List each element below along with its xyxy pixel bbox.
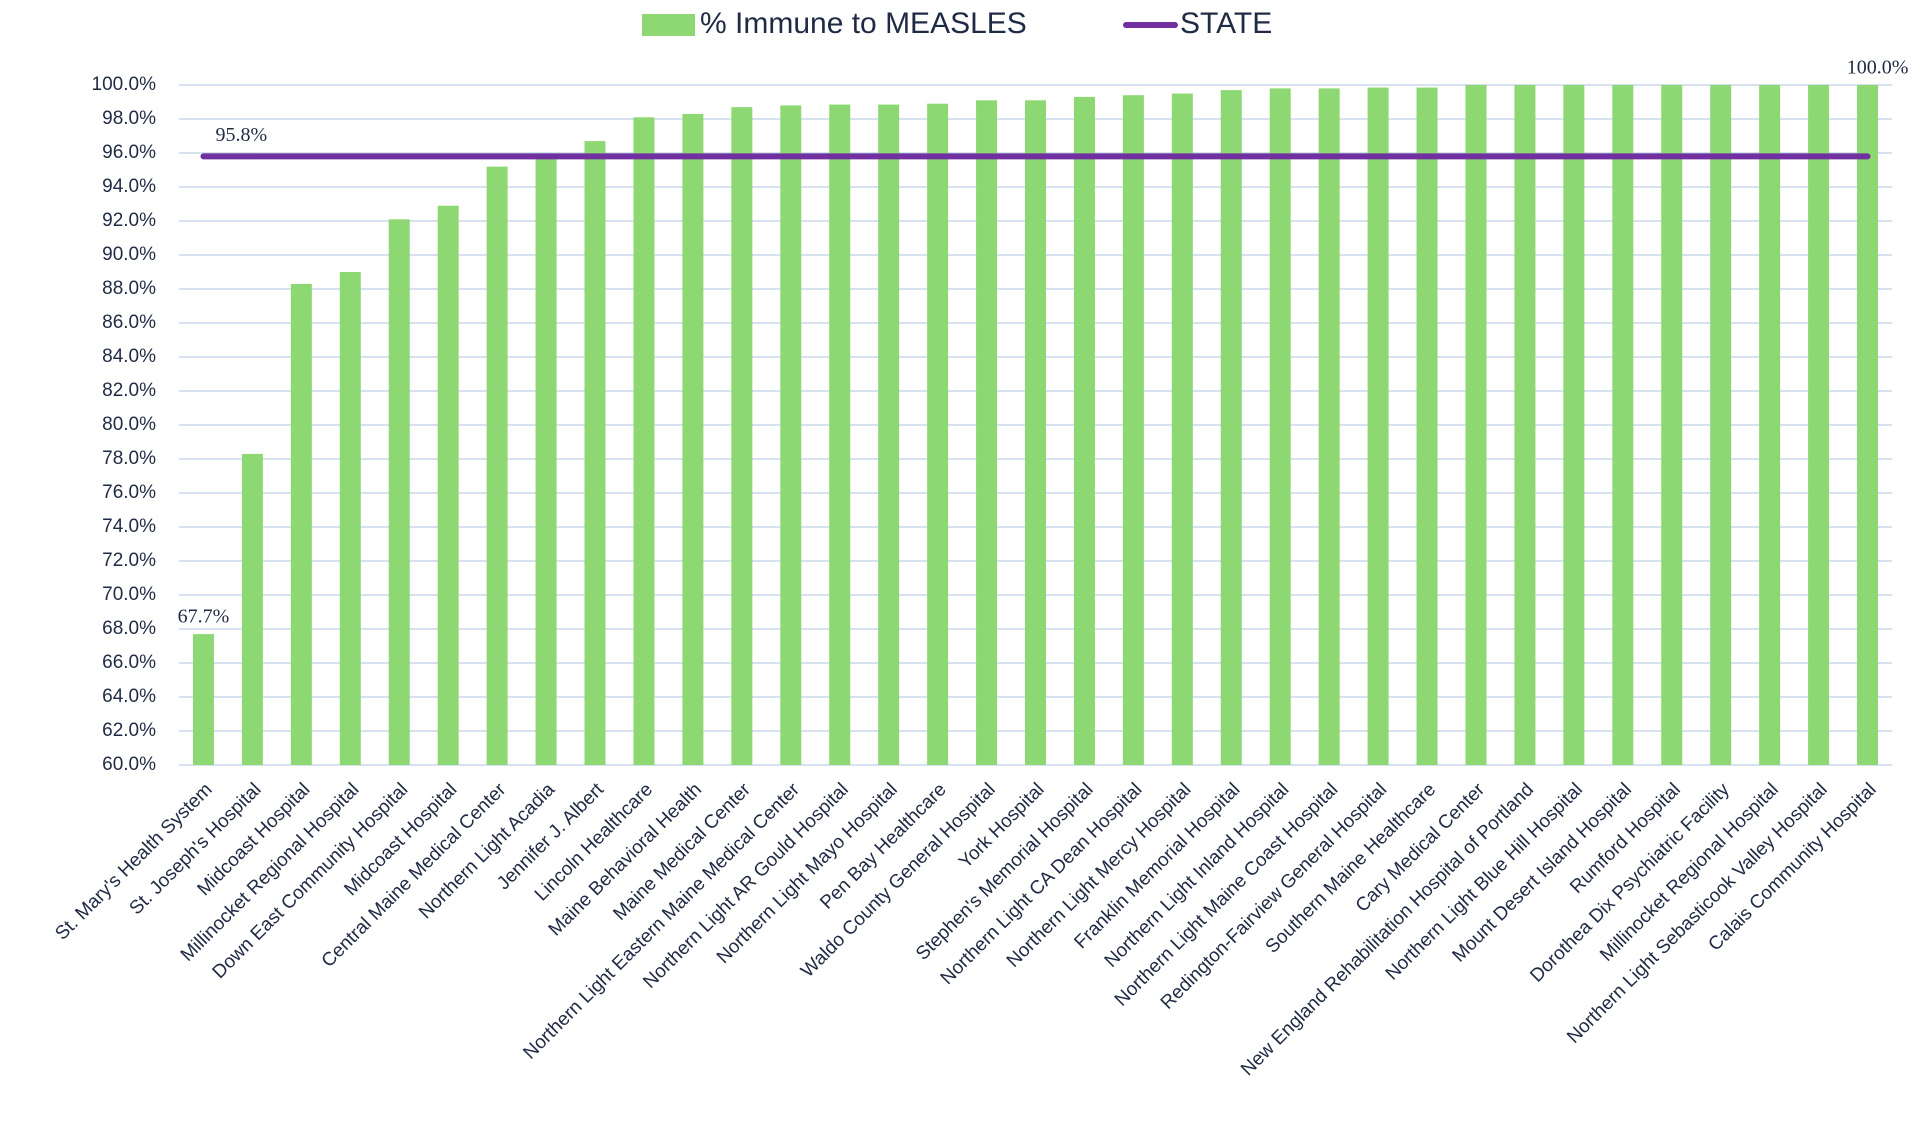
data-label: 100.0% [1847,57,1909,79]
bar [976,100,998,766]
y-tick-label: 78.0% [102,448,156,469]
y-tick-label: 80.0% [102,414,156,435]
y-tick-label: 66.0% [102,652,156,673]
legend-label: % Immune to MEASLES [700,7,1027,40]
bar [1171,93,1193,765]
bar [1318,88,1340,765]
bar [192,634,214,765]
bar [1220,90,1242,766]
y-tick-label: 62.0% [102,720,156,741]
bar [1465,85,1487,765]
y-tick-label: 68.0% [102,618,156,639]
y-tick-label: 100.0% [92,74,157,95]
bar [1710,85,1732,765]
bar [1857,85,1879,765]
y-tick-label: 76.0% [102,482,156,503]
y-tick-label: 88.0% [102,278,156,299]
bar [339,272,361,765]
bar [241,453,263,765]
legend-swatch [642,14,695,36]
y-tick-label: 84.0% [102,346,156,367]
y-tick-label: 96.0% [102,142,156,163]
bar [1073,96,1095,765]
bar [1808,85,1830,765]
bar [731,107,753,766]
bar [584,141,606,766]
bar [1514,85,1536,765]
y-tick-label: 70.0% [102,584,156,605]
bar [780,105,802,765]
x-tick-label: Millinocket Regional Hospital [1596,779,1783,966]
y-tick-label: 90.0% [102,244,156,265]
y-tick-label: 72.0% [102,550,156,571]
legend-label: STATE [1180,7,1272,40]
bar [486,166,508,766]
bar [1122,95,1144,765]
bar [682,113,704,765]
bar [1612,85,1634,765]
bar [1759,85,1781,765]
state-label: 95.8% [215,124,267,146]
bar [829,104,851,766]
data-label: 67.7% [178,606,230,628]
bar [1563,85,1585,765]
y-tick-label: 60.0% [102,754,156,775]
y-tick-label: 86.0% [102,312,156,333]
bar [290,283,312,765]
y-tick-label: 98.0% [102,108,156,129]
bar [535,158,557,766]
y-tick-label: 74.0% [102,516,156,537]
bar [927,103,949,765]
bar [1416,87,1438,766]
bar [1661,85,1683,765]
bar [633,117,655,766]
y-tick-label: 82.0% [102,380,156,401]
y-tick-label: 64.0% [102,686,156,707]
bar [388,219,410,766]
bar [1025,100,1046,766]
bar [878,104,900,766]
bar [1269,88,1291,765]
bar [437,205,459,765]
y-tick-label: 92.0% [102,210,156,231]
y-tick-label: 94.0% [102,176,156,197]
bar [1367,87,1389,766]
